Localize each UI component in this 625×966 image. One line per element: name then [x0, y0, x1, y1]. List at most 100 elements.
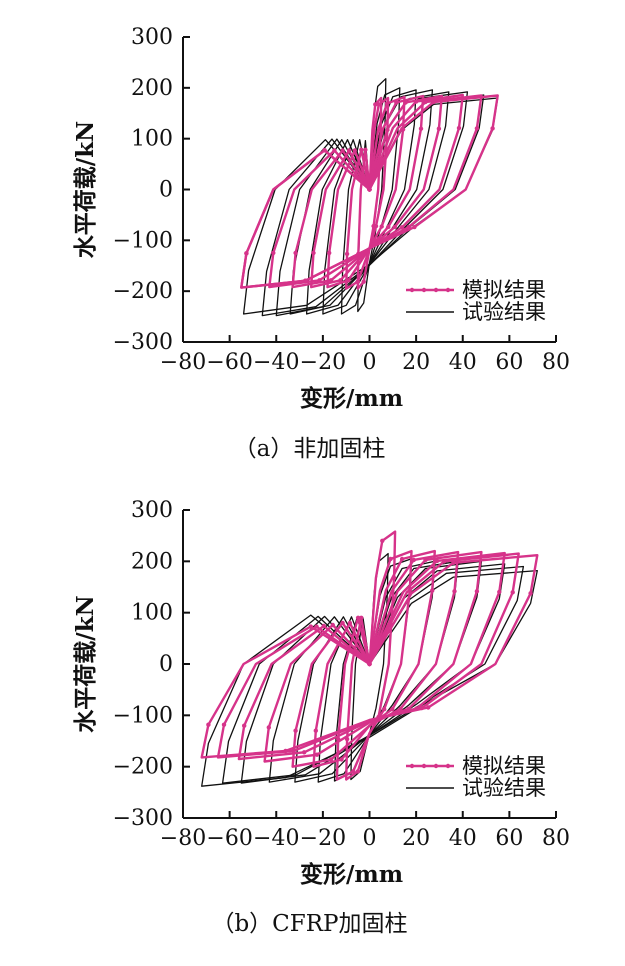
x-tick-label: 60	[495, 350, 523, 375]
simulation-point	[367, 661, 372, 667]
series-simulation	[200, 530, 539, 781]
y-tick-label: 200	[131, 549, 173, 574]
y-tick-label: −300	[113, 330, 173, 355]
simulation-loop-8	[200, 554, 539, 759]
legend-test-label: 试验结果	[462, 776, 546, 800]
simulation-point	[317, 278, 322, 283]
legend-marker	[409, 763, 415, 769]
simulation-point	[293, 250, 298, 256]
simulation-point	[328, 757, 334, 762]
test-loop-8	[201, 569, 538, 787]
simulation-point	[308, 624, 313, 629]
simulation-point	[379, 224, 384, 229]
x-tick-label: 80	[542, 350, 570, 375]
test-loop-7	[221, 565, 525, 784]
simulation-point	[361, 279, 366, 284]
simulation-loop-6	[268, 93, 464, 289]
simulation-point	[474, 126, 480, 131]
simulation-point	[423, 557, 428, 563]
simulation-loop-4	[310, 94, 425, 289]
simulation-loop-3	[326, 95, 406, 289]
simulation-point	[327, 250, 332, 256]
simulation-point	[266, 725, 271, 730]
simulation-point	[382, 707, 387, 712]
simulation-point	[456, 125, 462, 131]
simulation-loop-8	[240, 94, 499, 289]
y-tick-label: 0	[159, 652, 173, 677]
simulation-point	[330, 622, 335, 628]
simulation-point	[344, 251, 350, 257]
legend-simulation-label: 模拟结果	[462, 754, 546, 778]
panel-caption: （b）CFRP加固柱	[211, 911, 407, 937]
simulation-point	[380, 538, 385, 543]
simulation-point	[373, 223, 379, 229]
x-tick-label: 60	[495, 826, 523, 851]
simulation-point	[413, 99, 419, 104]
x-tick-label: −20	[300, 826, 346, 851]
test-loop-6	[240, 563, 506, 784]
simulation-point	[367, 187, 372, 192]
simulation-point	[271, 250, 276, 256]
y-tick-label: 100	[131, 601, 173, 626]
simulation-loop-5	[291, 94, 443, 289]
x-tick-label: 40	[449, 826, 477, 851]
simulation-point	[355, 769, 360, 774]
simulation-point	[291, 748, 296, 754]
simulation-point	[423, 99, 428, 105]
test-loop-8	[242, 97, 499, 315]
simulation-point	[411, 557, 416, 563]
simulation-point	[376, 102, 381, 107]
simulation-point	[351, 769, 356, 774]
simulation-point	[347, 620, 353, 626]
simulation-point	[441, 559, 447, 564]
simulation-point	[490, 126, 495, 131]
simulation-point	[293, 728, 298, 733]
simulation-point	[363, 147, 368, 152]
y-tick-label: −200	[113, 755, 173, 780]
simulation-point	[394, 100, 399, 105]
legend-marker	[433, 287, 439, 293]
x-tick-label: 40	[449, 350, 477, 375]
x-axis-label: 变形/mm	[300, 861, 403, 888]
simulation-point	[418, 126, 424, 131]
y-tick-label: −200	[113, 279, 173, 304]
simulation-point	[510, 590, 515, 595]
y-axis-label: 水平荷载/kN	[72, 121, 99, 258]
x-tick-label: −40	[253, 350, 299, 375]
simulation-point	[346, 278, 351, 283]
simulation-point	[339, 757, 344, 762]
y-axis-label: 水平荷载/kN	[72, 595, 99, 732]
y-tick-label: −100	[113, 228, 173, 253]
x-tick-label: −80	[160, 350, 206, 375]
x-tick-label: −60	[206, 350, 252, 375]
x-tick-label: 0	[363, 826, 377, 851]
simulation-point	[451, 560, 456, 565]
legend-test-label: 试验结果	[462, 300, 546, 324]
x-tick-label: 20	[402, 350, 430, 375]
y-tick-label: 300	[131, 25, 173, 50]
legend-marker	[445, 287, 451, 293]
simulation-point	[430, 588, 435, 593]
simulation-point	[332, 148, 337, 153]
simulation-point	[311, 250, 316, 256]
simulation-point	[322, 148, 327, 153]
simulation-point	[392, 224, 397, 230]
simulation-point	[314, 752, 320, 757]
simulation-point	[497, 589, 502, 595]
x-tick-label: 80	[542, 826, 570, 851]
y-tick-label: 200	[131, 76, 173, 101]
legend-simulation-label: 模拟结果	[462, 278, 546, 302]
simulation-point	[328, 278, 334, 283]
simulation-point	[436, 126, 442, 131]
simulation-point	[528, 591, 533, 596]
simulation-point	[386, 224, 391, 230]
simulation-point	[321, 623, 326, 629]
simulation-point	[355, 279, 360, 284]
simulation-point	[452, 589, 457, 594]
y-tick-label: 100	[131, 127, 173, 152]
simulation-point	[352, 148, 357, 153]
